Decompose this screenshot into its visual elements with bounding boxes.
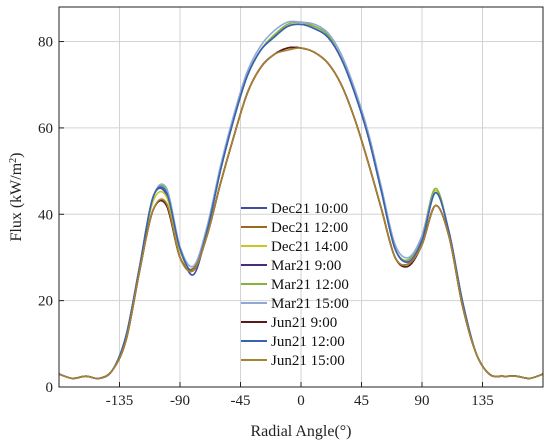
y-tick-label: 60	[38, 121, 53, 137]
legend-label: Jun21 15:00	[271, 353, 345, 369]
legend-label: Jun21 12:00	[271, 334, 345, 350]
y-axis-label-sup: 2	[8, 158, 19, 163]
legend-label: Dec21 10:00	[271, 201, 348, 217]
x-tick-label: 45	[354, 393, 369, 409]
x-axis-ticks: -135 -90 -45 0 45 90 135	[106, 382, 494, 409]
y-axis-ticks: 0 20 40 60 80	[38, 35, 64, 396]
grid-lines	[59, 7, 543, 388]
y-axis-label-close: )	[8, 153, 25, 158]
series-lines	[58, 20, 544, 380]
y-axis-label-main: Flux (kW/m	[8, 162, 25, 241]
legend-label: Jun21 9:00	[271, 315, 337, 331]
y-tick-label: 20	[38, 294, 53, 310]
legend-label: Dec21 12:00	[271, 220, 348, 236]
x-tick-label: -90	[170, 393, 190, 409]
x-axis-label: Radial Angle(°)	[250, 423, 351, 440]
x-tick-label: 135	[471, 393, 494, 409]
x-tick-label: -45	[231, 393, 251, 409]
legend-label: Mar21 9:00	[271, 258, 341, 274]
x-tick-label: 0	[297, 393, 305, 409]
series-line-9	[58, 47, 544, 380]
y-tick-label: 0	[46, 380, 54, 396]
legend: Dec21 10:00 Dec21 12:00 Dec21 14:00 Mar21 9…	[241, 201, 349, 369]
x-tick-label: 90	[415, 393, 430, 409]
y-axis-label: Flux (kW/m2)	[8, 153, 26, 242]
series-line-8	[58, 23, 544, 380]
y-tick-label: 80	[38, 35, 53, 51]
legend-label: Mar21 12:00	[271, 277, 349, 293]
x-tick-label: -135	[106, 393, 134, 409]
legend-label: Mar21 15:00	[271, 296, 349, 312]
legend-label: Dec21 14:00	[271, 239, 348, 255]
y-tick-label: 40	[38, 207, 53, 223]
